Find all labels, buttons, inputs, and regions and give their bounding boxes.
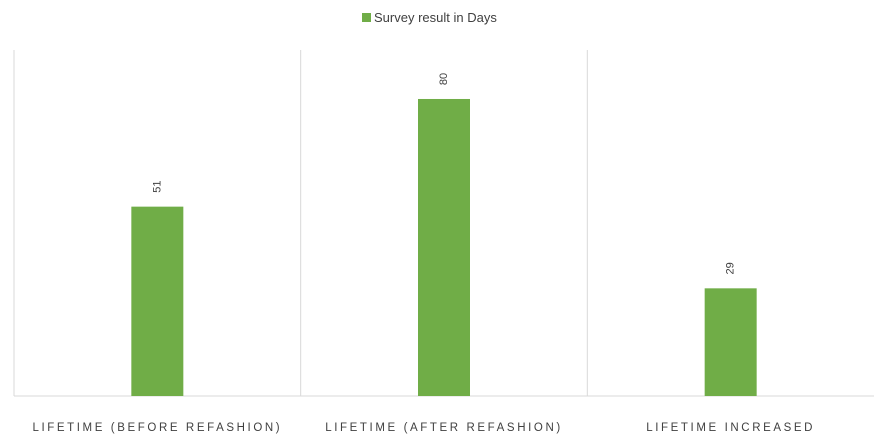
category-label: LIFETIME (AFTER REFASHION) <box>325 422 563 434</box>
data-label: 51 <box>151 181 163 193</box>
data-labels: 51 80 29 <box>151 73 736 275</box>
legend-swatch <box>362 13 371 22</box>
category-label: LIFETIME INCREASED <box>646 422 815 434</box>
legend: Survey result in Days <box>362 10 497 25</box>
category-separators <box>13 50 588 396</box>
data-label: 29 <box>725 262 737 274</box>
bar <box>704 288 757 396</box>
category-label: LIFETIME (BEFORE REFASHION) <box>32 422 282 434</box>
data-label: 80 <box>438 73 450 85</box>
bar <box>418 98 470 396</box>
legend-label: Survey result in Days <box>374 10 497 25</box>
bars <box>131 98 757 396</box>
bar <box>131 206 184 396</box>
category-labels: LIFETIME (BEFORE REFASHION) LIFETIME (AFT… <box>32 422 815 434</box>
